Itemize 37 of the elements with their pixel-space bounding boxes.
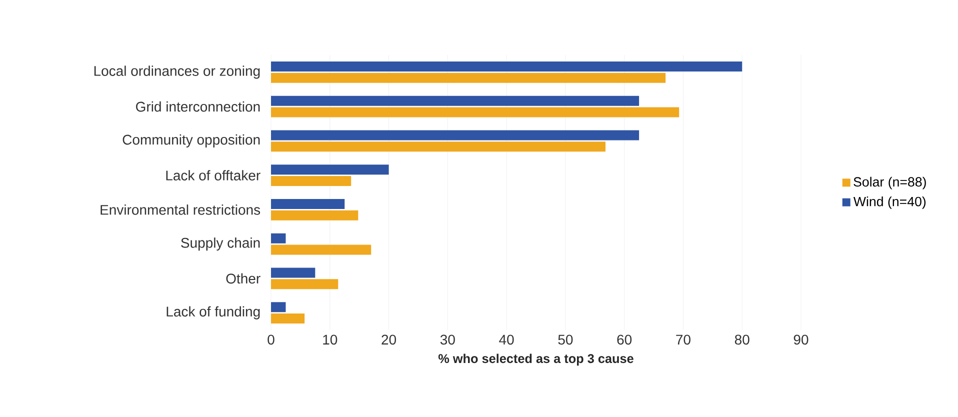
bar xyxy=(271,279,338,290)
bar xyxy=(271,107,680,118)
x-tick-label: 60 xyxy=(617,334,632,345)
bar xyxy=(271,199,345,210)
y-tick-label: Grid interconnection xyxy=(136,101,260,112)
bar xyxy=(271,210,358,220)
legend-label: Solar (n=88) xyxy=(854,176,926,190)
x-tick-label: 80 xyxy=(734,334,750,345)
bar xyxy=(271,62,742,72)
bar xyxy=(271,244,372,255)
y-tick-label: Community opposition xyxy=(122,134,260,148)
x-axis-title: % who selected as a top 3 cause xyxy=(438,354,634,366)
x-tick-label: 30 xyxy=(440,334,455,345)
y-tick-label: Local ordinances or zoning xyxy=(94,66,260,79)
x-tick-label: 0 xyxy=(268,334,274,345)
x-tick-label: 40 xyxy=(499,334,514,345)
y-tick-label: Other xyxy=(226,273,260,284)
bar xyxy=(271,176,352,186)
bar xyxy=(271,313,305,324)
bar xyxy=(271,142,606,152)
y-tick-label: Lack of funding xyxy=(166,306,260,320)
bar xyxy=(271,233,286,244)
x-tick-label: 90 xyxy=(794,334,808,345)
bar xyxy=(271,96,640,106)
bar xyxy=(271,164,389,175)
y-tick-label: Supply chain xyxy=(181,238,260,251)
bar xyxy=(271,268,316,278)
bar xyxy=(271,130,640,140)
y-tick-label: Environmental restrictions xyxy=(100,204,260,215)
x-tick-label: 70 xyxy=(676,334,690,345)
legend-label: Wind (n=40) xyxy=(853,196,926,209)
bar xyxy=(271,72,666,83)
x-tick-label: 10 xyxy=(323,334,338,345)
y-tick-label: Lack of offtaker xyxy=(166,170,260,180)
x-tick-label: 50 xyxy=(558,334,573,345)
x-tick-label: 20 xyxy=(382,334,396,345)
bar xyxy=(271,302,286,312)
